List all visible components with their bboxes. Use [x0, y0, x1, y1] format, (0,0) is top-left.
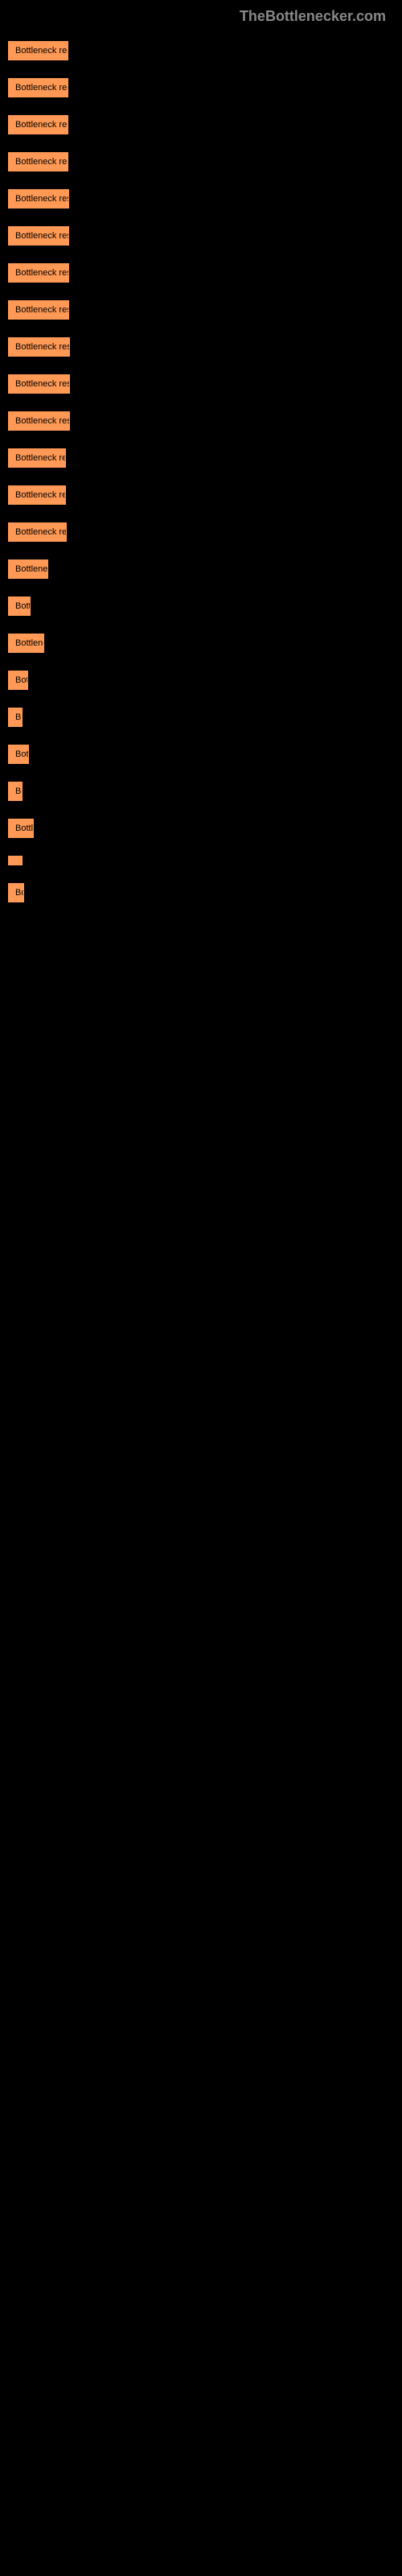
bar-row: Bottleneck result: [8, 411, 394, 431]
bar: Bottleneck resu: [8, 448, 66, 468]
bar: Bottleneck result: [8, 78, 68, 97]
bar: Bottleneck result: [8, 152, 68, 171]
bar-row: Bo: [8, 782, 394, 801]
bar: Bottlen: [8, 819, 34, 838]
bar-row: Bottleneck resu: [8, 448, 394, 468]
bar-row: Bottl: [8, 671, 394, 690]
bar-row: Bottle: [8, 597, 394, 616]
bar-row: Bottlenec: [8, 634, 394, 653]
bar: Bottleneck result: [8, 263, 69, 283]
bar-row: Bottleneck resu: [8, 522, 394, 542]
bar: Bo: [8, 782, 23, 801]
bar: Bot: [8, 883, 24, 902]
bar: [8, 856, 23, 865]
bar: Bottleneck result: [8, 300, 69, 320]
bar-row: Bottleneck result: [8, 226, 394, 246]
bar: Bottleneck result: [8, 411, 70, 431]
bar-row: Bottleneck result: [8, 78, 394, 97]
bar: Bottle: [8, 597, 31, 616]
bar-row: Bottleneck result: [8, 300, 394, 320]
bar-row: Bottleneck result: [8, 189, 394, 208]
bar: B: [8, 708, 23, 727]
bar: Bottleneck result: [8, 115, 68, 134]
bar-row: Bottl: [8, 745, 394, 764]
bar: Bottleneck result: [8, 337, 70, 357]
bar-row: [8, 856, 394, 865]
bar: Bottl: [8, 671, 28, 690]
bar: Bottl: [8, 745, 29, 764]
bar-row: Bottlen: [8, 819, 394, 838]
bar-row: Bottleneck result: [8, 115, 394, 134]
bar-row: Bot: [8, 883, 394, 902]
bar: Bottleneck resu: [8, 485, 66, 505]
bar: Bottleneck result: [8, 226, 69, 246]
bar-row: Bottleneck resu: [8, 485, 394, 505]
bar: Bottleneck resu: [8, 522, 67, 542]
bar: Bottleneck result: [8, 41, 68, 60]
bar: Bottlenec: [8, 634, 44, 653]
bar-row: Bottleneck result: [8, 263, 394, 283]
bar-row: Bottleneck: [8, 559, 394, 579]
bar: Bottleneck result: [8, 374, 70, 394]
bar-row: Bottleneck result: [8, 152, 394, 171]
bar-row: Bottleneck result: [8, 337, 394, 357]
bar: Bottleneck result: [8, 189, 69, 208]
bar-row: Bottleneck result: [8, 374, 394, 394]
site-header: TheBottlenecker.com: [0, 0, 402, 33]
bar: Bottleneck: [8, 559, 48, 579]
site-name: TheBottlenecker.com: [240, 8, 386, 24]
bar-row: B: [8, 708, 394, 727]
bar-chart: Bottleneck result Bottleneck result Bottle…: [0, 33, 402, 928]
bar-row: Bottleneck result: [8, 41, 394, 60]
